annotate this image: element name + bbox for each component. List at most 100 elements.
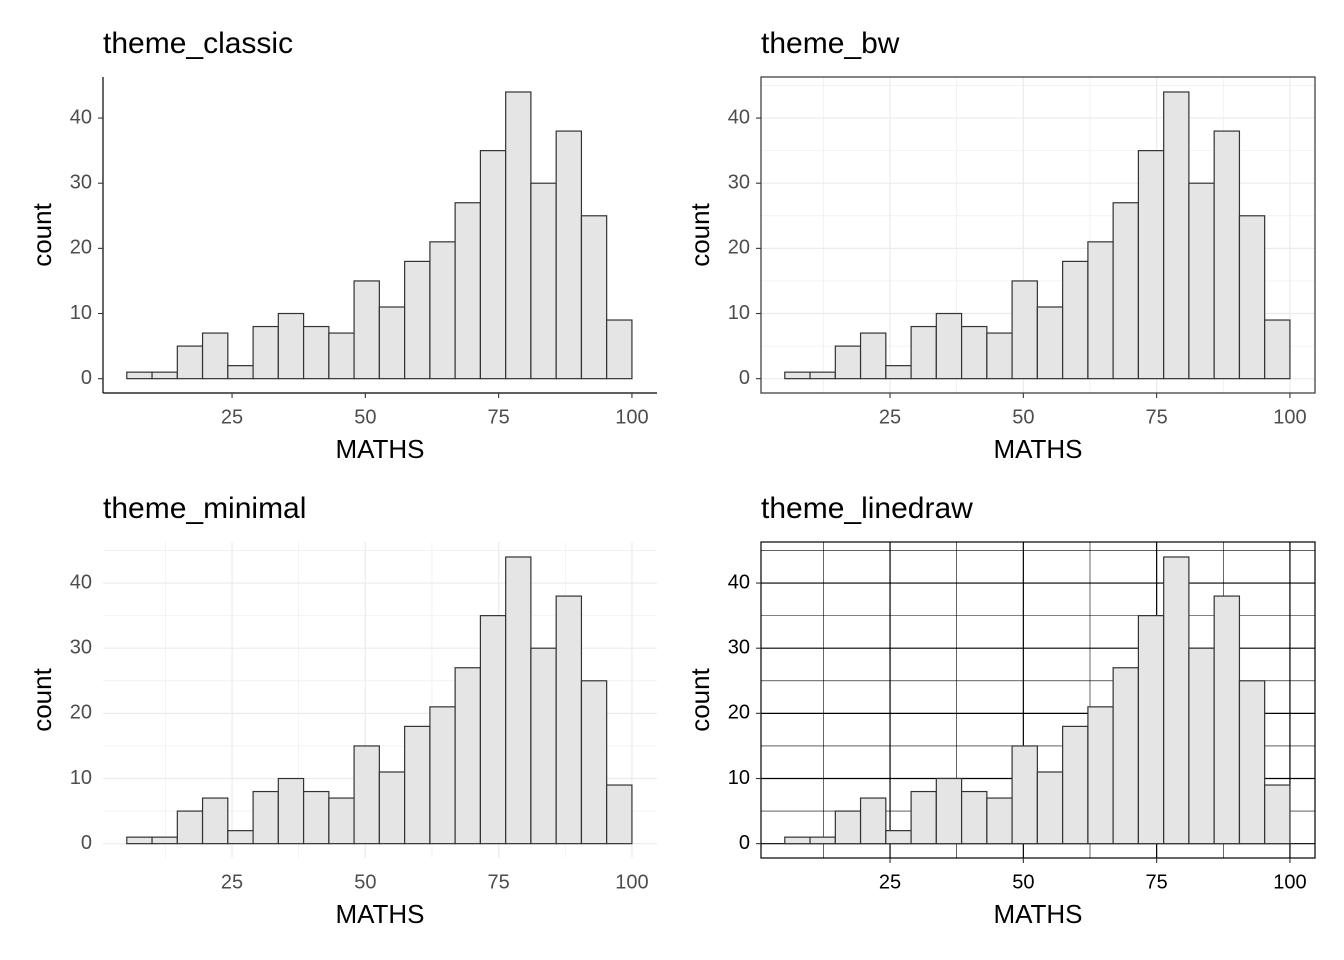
panel-border	[760, 76, 1316, 394]
bar	[530, 182, 557, 380]
bar	[1238, 215, 1266, 380]
bar	[479, 150, 507, 380]
bar	[606, 319, 633, 380]
y-tick-label: 0	[739, 832, 750, 854]
bar	[1112, 667, 1140, 845]
bar	[1036, 771, 1064, 845]
y-tick-label: 10	[70, 767, 92, 789]
bar	[404, 725, 431, 845]
x-axis-label: MATHS	[335, 899, 424, 929]
bar	[1213, 130, 1241, 380]
bar	[885, 830, 912, 845]
bar	[201, 797, 229, 845]
y-tick-label: 20	[70, 702, 92, 724]
bar	[505, 556, 532, 845]
y-tick-label: 40	[728, 571, 750, 593]
bar	[454, 667, 482, 845]
y-tick-label: 30	[728, 171, 750, 193]
bar	[378, 306, 406, 380]
bar	[479, 615, 507, 845]
bar	[834, 345, 862, 380]
bar	[151, 371, 178, 380]
x-tick-label: 75	[488, 406, 510, 428]
x-axis-label: MATHS	[335, 434, 424, 464]
bar	[151, 836, 178, 845]
y-tick-label: 40	[70, 106, 92, 128]
bar	[859, 332, 887, 380]
y-tick-label: 10	[728, 302, 750, 324]
bar	[1238, 680, 1266, 845]
bar	[530, 647, 557, 845]
x-tick-label: 75	[1146, 871, 1168, 893]
bar	[328, 797, 355, 845]
y-tick-label: 30	[728, 636, 750, 658]
bar	[404, 260, 431, 380]
bar	[935, 777, 963, 845]
bar	[429, 241, 456, 380]
y-tick-label: 30	[70, 636, 92, 658]
bar	[555, 130, 583, 380]
bar	[1137, 615, 1165, 845]
chart-title: theme_bw	[761, 27, 900, 60]
bar	[1062, 725, 1089, 845]
bar	[252, 790, 279, 845]
y-tick-label: 20	[728, 237, 750, 259]
x-tick-label: 50	[1012, 871, 1034, 893]
x-tick-label: 100	[615, 871, 648, 893]
chart-title: theme_classic	[103, 27, 293, 60]
bar	[935, 312, 963, 380]
bar	[1036, 306, 1064, 380]
bar	[227, 830, 254, 845]
bar	[176, 810, 204, 845]
bar	[1112, 202, 1140, 380]
x-tick-label: 75	[488, 871, 510, 893]
chart-title: theme_minimal	[103, 492, 306, 525]
bar	[960, 325, 988, 380]
bar	[277, 312, 305, 380]
bar	[454, 202, 482, 380]
panel: theme_minimal 25 50 75 100 0 10 20 30 40 MATHS coun…	[27, 492, 657, 929]
bar	[784, 371, 811, 380]
bar	[555, 595, 583, 845]
bar	[277, 777, 305, 845]
bar	[429, 706, 456, 845]
bar	[227, 365, 254, 380]
bar	[302, 790, 330, 845]
x-tick-label: 25	[221, 871, 243, 893]
y-tick-label: 10	[728, 767, 750, 789]
bar	[910, 790, 937, 845]
bar	[1011, 280, 1038, 380]
bar	[859, 797, 887, 845]
x-tick-label: 25	[879, 871, 901, 893]
x-axis-label: MATHS	[993, 434, 1082, 464]
bar	[252, 325, 279, 380]
x-tick-label: 100	[1273, 871, 1306, 893]
bar	[1163, 556, 1190, 845]
bar	[885, 365, 912, 380]
bar	[809, 836, 836, 845]
y-axis-label: count	[685, 202, 715, 266]
bar	[960, 790, 988, 845]
bar	[1087, 706, 1114, 845]
panel: theme_classic 25 50 75 100 0 10 20 30 40 MATHS coun…	[27, 27, 657, 464]
y-axis-label: count	[27, 667, 57, 731]
bar	[1188, 182, 1215, 380]
x-tick-label: 50	[354, 406, 376, 428]
bar	[986, 332, 1013, 380]
bar	[1188, 647, 1215, 845]
y-tick-label: 20	[728, 702, 750, 724]
y-tick-label: 0	[81, 367, 92, 389]
bar	[1264, 784, 1291, 845]
bar	[986, 797, 1013, 845]
panel-border	[760, 541, 1316, 859]
bar	[606, 784, 633, 845]
bar	[505, 91, 532, 380]
panel: theme_bw 25 50 75 100 0 10 20 30 40 MATHS count	[685, 27, 1316, 464]
y-tick-label: 20	[70, 237, 92, 259]
bar	[580, 680, 608, 845]
bar	[1011, 745, 1038, 845]
y-tick-label: 0	[81, 832, 92, 854]
y-tick-label: 40	[70, 571, 92, 593]
y-tick-label: 30	[70, 171, 92, 193]
x-tick-label: 25	[879, 406, 901, 428]
